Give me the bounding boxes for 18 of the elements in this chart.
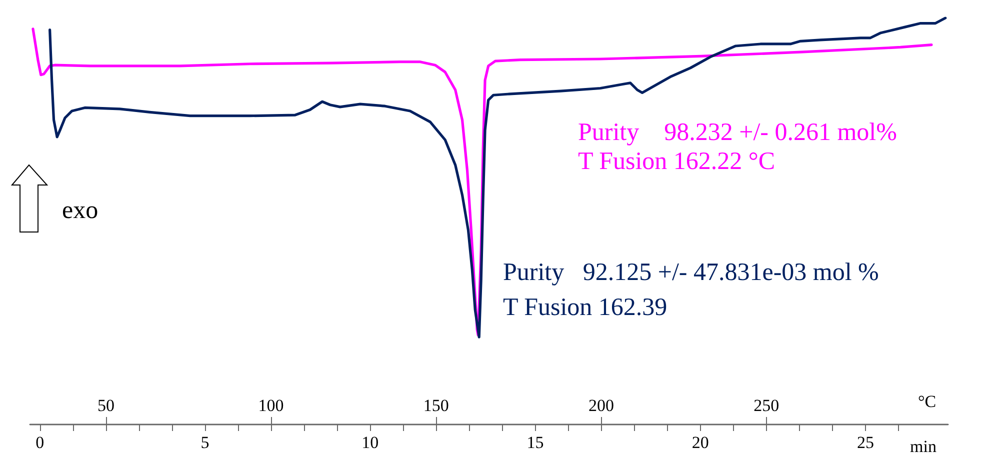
annotation: Purity 92.125 +/- 47.831e-03 mol % [503, 258, 879, 288]
x2-tick-label: 150 [423, 396, 449, 415]
x-tick-label: 15 [526, 433, 544, 452]
annotation: T Fusion 162.39 [503, 293, 668, 323]
x2-axis-title: °C [918, 392, 936, 411]
annotation: Purity 98.232 +/- 0.261 mol% [578, 118, 897, 148]
x-tick-label: 0 [36, 433, 44, 452]
annotation: exo [62, 196, 98, 226]
x-tick-label: 25 [856, 433, 874, 452]
x2-tick-label: 50 [97, 396, 114, 415]
annotation: T Fusion 162.22 °C [578, 147, 776, 177]
x-axis-title: min [910, 437, 937, 456]
x2-tick-label: 200 [588, 396, 614, 415]
x-tick-label: 20 [692, 433, 709, 452]
x-tick-label: 5 [200, 433, 210, 452]
x2-tick-label: 250 [754, 396, 780, 415]
x2-tick-label: 100 [258, 396, 284, 415]
x-tick-label: 10 [362, 433, 379, 452]
